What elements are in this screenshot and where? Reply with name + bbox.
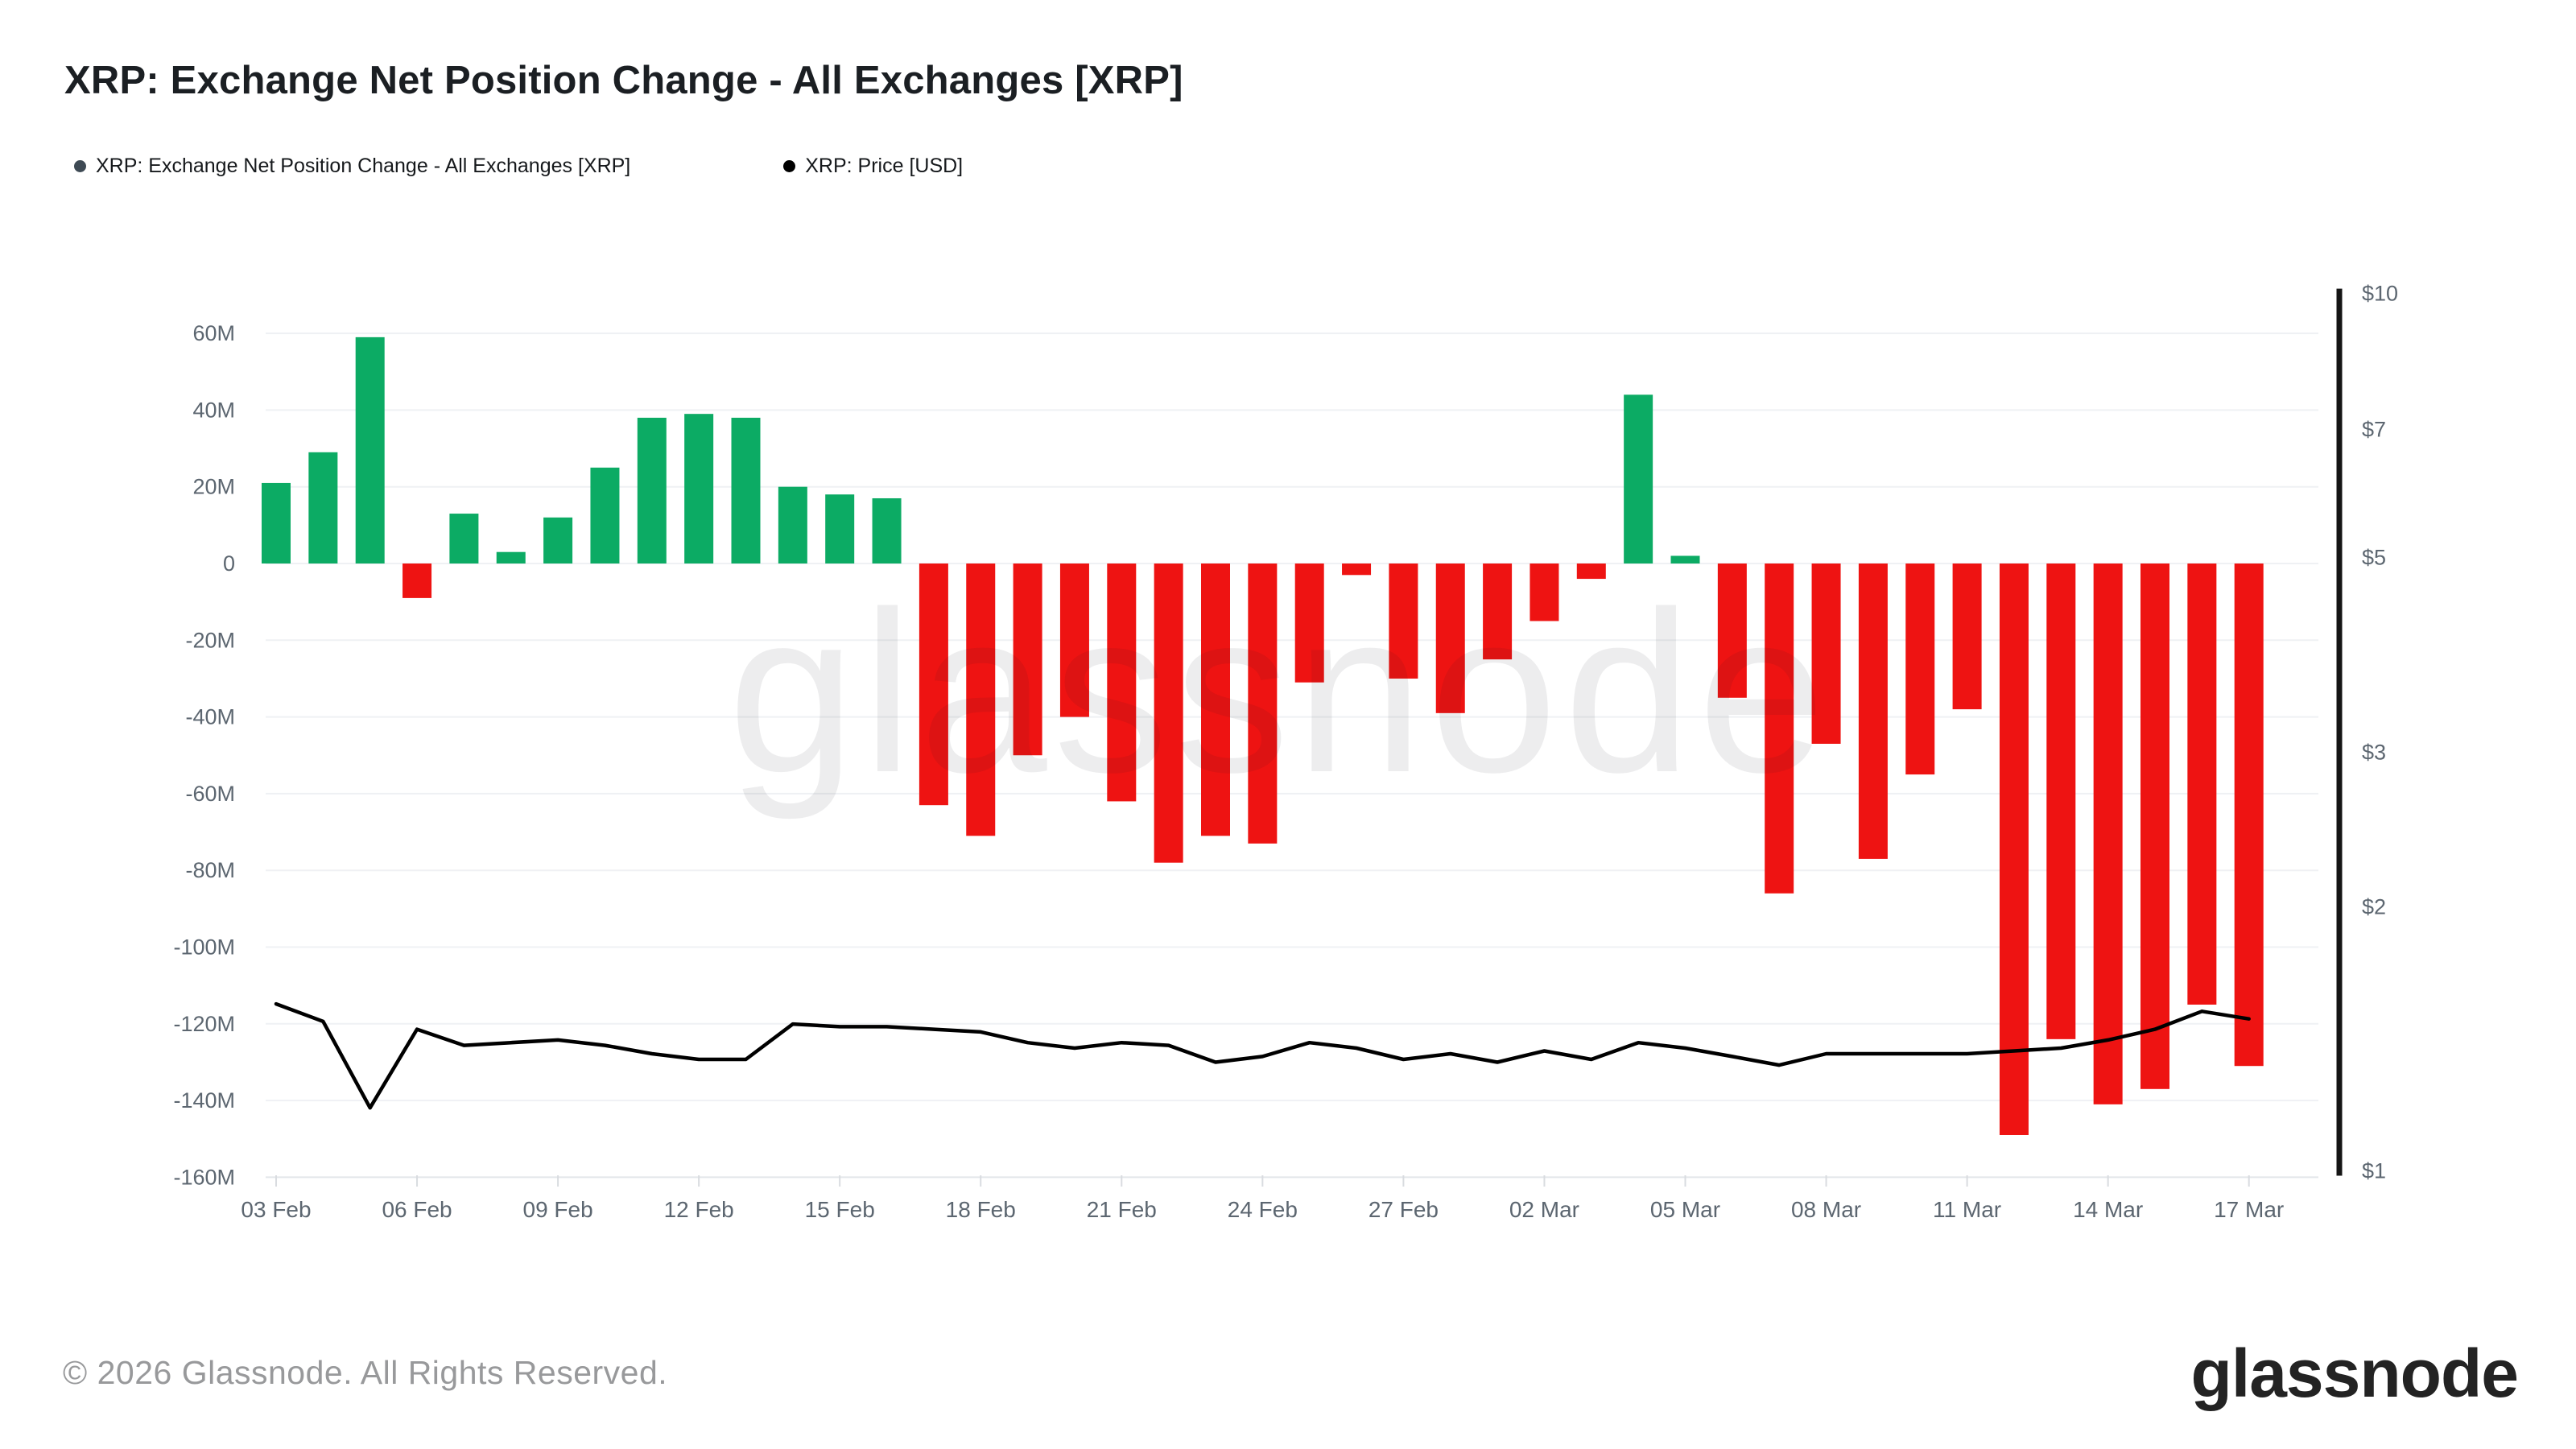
bar bbox=[590, 467, 620, 564]
watermark-layer: glassnode bbox=[728, 564, 1831, 821]
bar bbox=[919, 564, 948, 806]
bar bbox=[2046, 564, 2076, 1039]
x-axis-tick-label: 24 Feb bbox=[1228, 1197, 1298, 1222]
legend-label: XRP: Price [USD] bbox=[805, 155, 964, 177]
glassnode-logo: glassnode bbox=[2190, 1335, 2519, 1411]
x-axis-tick-label: 03 Feb bbox=[241, 1197, 311, 1222]
legend-dot-icon bbox=[783, 160, 796, 172]
y-axis-tick-label: -100M bbox=[173, 935, 235, 960]
price-axis-tick-label: $1 bbox=[2362, 1159, 2386, 1183]
bar bbox=[1154, 564, 1183, 863]
chart-legend: XRP: Exchange Net Position Change - All … bbox=[74, 155, 1116, 178]
bar bbox=[1576, 564, 1606, 580]
y-axis-tick-label: -20M bbox=[185, 628, 235, 652]
bar bbox=[2093, 564, 2123, 1104]
y-axis-tick-label: -60M bbox=[185, 782, 235, 806]
copyright-text: © 2026 Glassnode. All Rights Reserved. bbox=[63, 1354, 668, 1391]
bar bbox=[1670, 555, 1700, 564]
bar bbox=[2187, 564, 2217, 1005]
bar bbox=[402, 564, 432, 598]
x-axis-tick-label: 27 Feb bbox=[1368, 1197, 1439, 1222]
bar bbox=[1248, 564, 1278, 844]
legend-label: XRP: Exchange Net Position Change - All … bbox=[96, 155, 631, 177]
x-axis-tick-label: 02 Mar bbox=[1509, 1197, 1579, 1222]
legend-item-net-position-change[interactable]: XRP: Exchange Net Position Change - All … bbox=[74, 155, 630, 178]
y-axis-tick-label: -80M bbox=[185, 858, 235, 882]
price-line bbox=[274, 1001, 2251, 1110]
bar bbox=[496, 551, 526, 564]
bar bbox=[308, 452, 338, 564]
bar bbox=[1717, 564, 1747, 698]
price-axis-tick-label: $2 bbox=[2362, 894, 2386, 919]
bar bbox=[872, 497, 902, 564]
bar bbox=[966, 564, 996, 836]
price-axis-tick-label: $7 bbox=[2362, 417, 2386, 441]
x-axis-tick-label: 08 Mar bbox=[1791, 1197, 1861, 1222]
x-axis-tick-label: 12 Feb bbox=[664, 1197, 734, 1222]
bar bbox=[825, 494, 855, 564]
bar bbox=[1765, 564, 1794, 894]
x-axis-tick-label: 15 Feb bbox=[805, 1197, 875, 1222]
glassnode-watermark: glassnode bbox=[728, 564, 1831, 821]
bar bbox=[1858, 564, 1888, 859]
bar bbox=[1107, 564, 1137, 802]
y-axis-tick-label: -120M bbox=[173, 1012, 235, 1036]
bar bbox=[1530, 564, 1559, 621]
price-axis-spine bbox=[2336, 288, 2343, 1176]
x-axis-tick-label: 09 Feb bbox=[523, 1197, 593, 1222]
x-axis-tick-label: 14 Mar bbox=[2073, 1197, 2143, 1222]
y-axis-tick-label: 20M bbox=[192, 475, 235, 499]
y-axis-tick-label: 0 bbox=[223, 551, 235, 576]
bar bbox=[684, 414, 714, 564]
bar bbox=[1483, 564, 1513, 660]
bar bbox=[1952, 564, 1982, 710]
bar bbox=[1342, 564, 1372, 576]
y-axis-tick-label: -160M bbox=[173, 1165, 235, 1189]
price-axis-tick-label: $5 bbox=[2362, 546, 2386, 570]
bar bbox=[2234, 564, 2264, 1067]
bar bbox=[1624, 394, 1653, 564]
bar bbox=[778, 486, 807, 564]
price-line-layer bbox=[274, 1001, 2251, 1110]
bar bbox=[543, 517, 573, 564]
bar bbox=[355, 336, 385, 564]
legend-item-price[interactable]: XRP: Price [USD] bbox=[783, 155, 963, 178]
bar bbox=[1999, 564, 2029, 1135]
bar bbox=[637, 417, 667, 564]
gridlines-layer bbox=[266, 332, 2318, 1179]
page-title: XRP: Exchange Net Position Change - All … bbox=[64, 59, 1183, 102]
bar bbox=[1013, 564, 1042, 756]
bar bbox=[1435, 564, 1465, 713]
bar bbox=[731, 417, 761, 564]
bar bbox=[1389, 564, 1418, 679]
x-axis-tick-label: 18 Feb bbox=[946, 1197, 1016, 1222]
price-axis-tick-label: $10 bbox=[2362, 282, 2398, 306]
y-axis-tick-label: 40M bbox=[192, 398, 235, 422]
y-axis-tick-label: -40M bbox=[185, 705, 235, 729]
bar bbox=[262, 482, 291, 564]
bars-layer bbox=[262, 336, 2264, 1135]
axes-layer: 60M 40M 20M 0 -20M -40M -60M -80M -100M -120M -140… bbox=[173, 282, 2398, 1222]
x-axis-tick-label: 11 Mar bbox=[1933, 1197, 2001, 1222]
bar bbox=[1811, 564, 1841, 744]
y-axis-tick-label: -140M bbox=[173, 1088, 235, 1113]
x-axis-tick-label: 05 Mar bbox=[1650, 1197, 1720, 1222]
bar bbox=[2140, 564, 2169, 1089]
x-axis-tick-label: 21 Feb bbox=[1087, 1197, 1157, 1222]
bar bbox=[449, 514, 479, 564]
x-axis-tick-label: 06 Feb bbox=[382, 1197, 452, 1222]
bar bbox=[1294, 564, 1324, 683]
y-axis-tick-label: 60M bbox=[192, 321, 235, 345]
bar bbox=[1059, 564, 1089, 717]
bar bbox=[1905, 564, 1935, 775]
bar bbox=[1201, 564, 1230, 836]
x-axis-tick-label: 17 Mar bbox=[2214, 1197, 2284, 1222]
legend-dot-icon bbox=[74, 160, 86, 172]
price-axis-tick-label: $3 bbox=[2362, 740, 2386, 764]
